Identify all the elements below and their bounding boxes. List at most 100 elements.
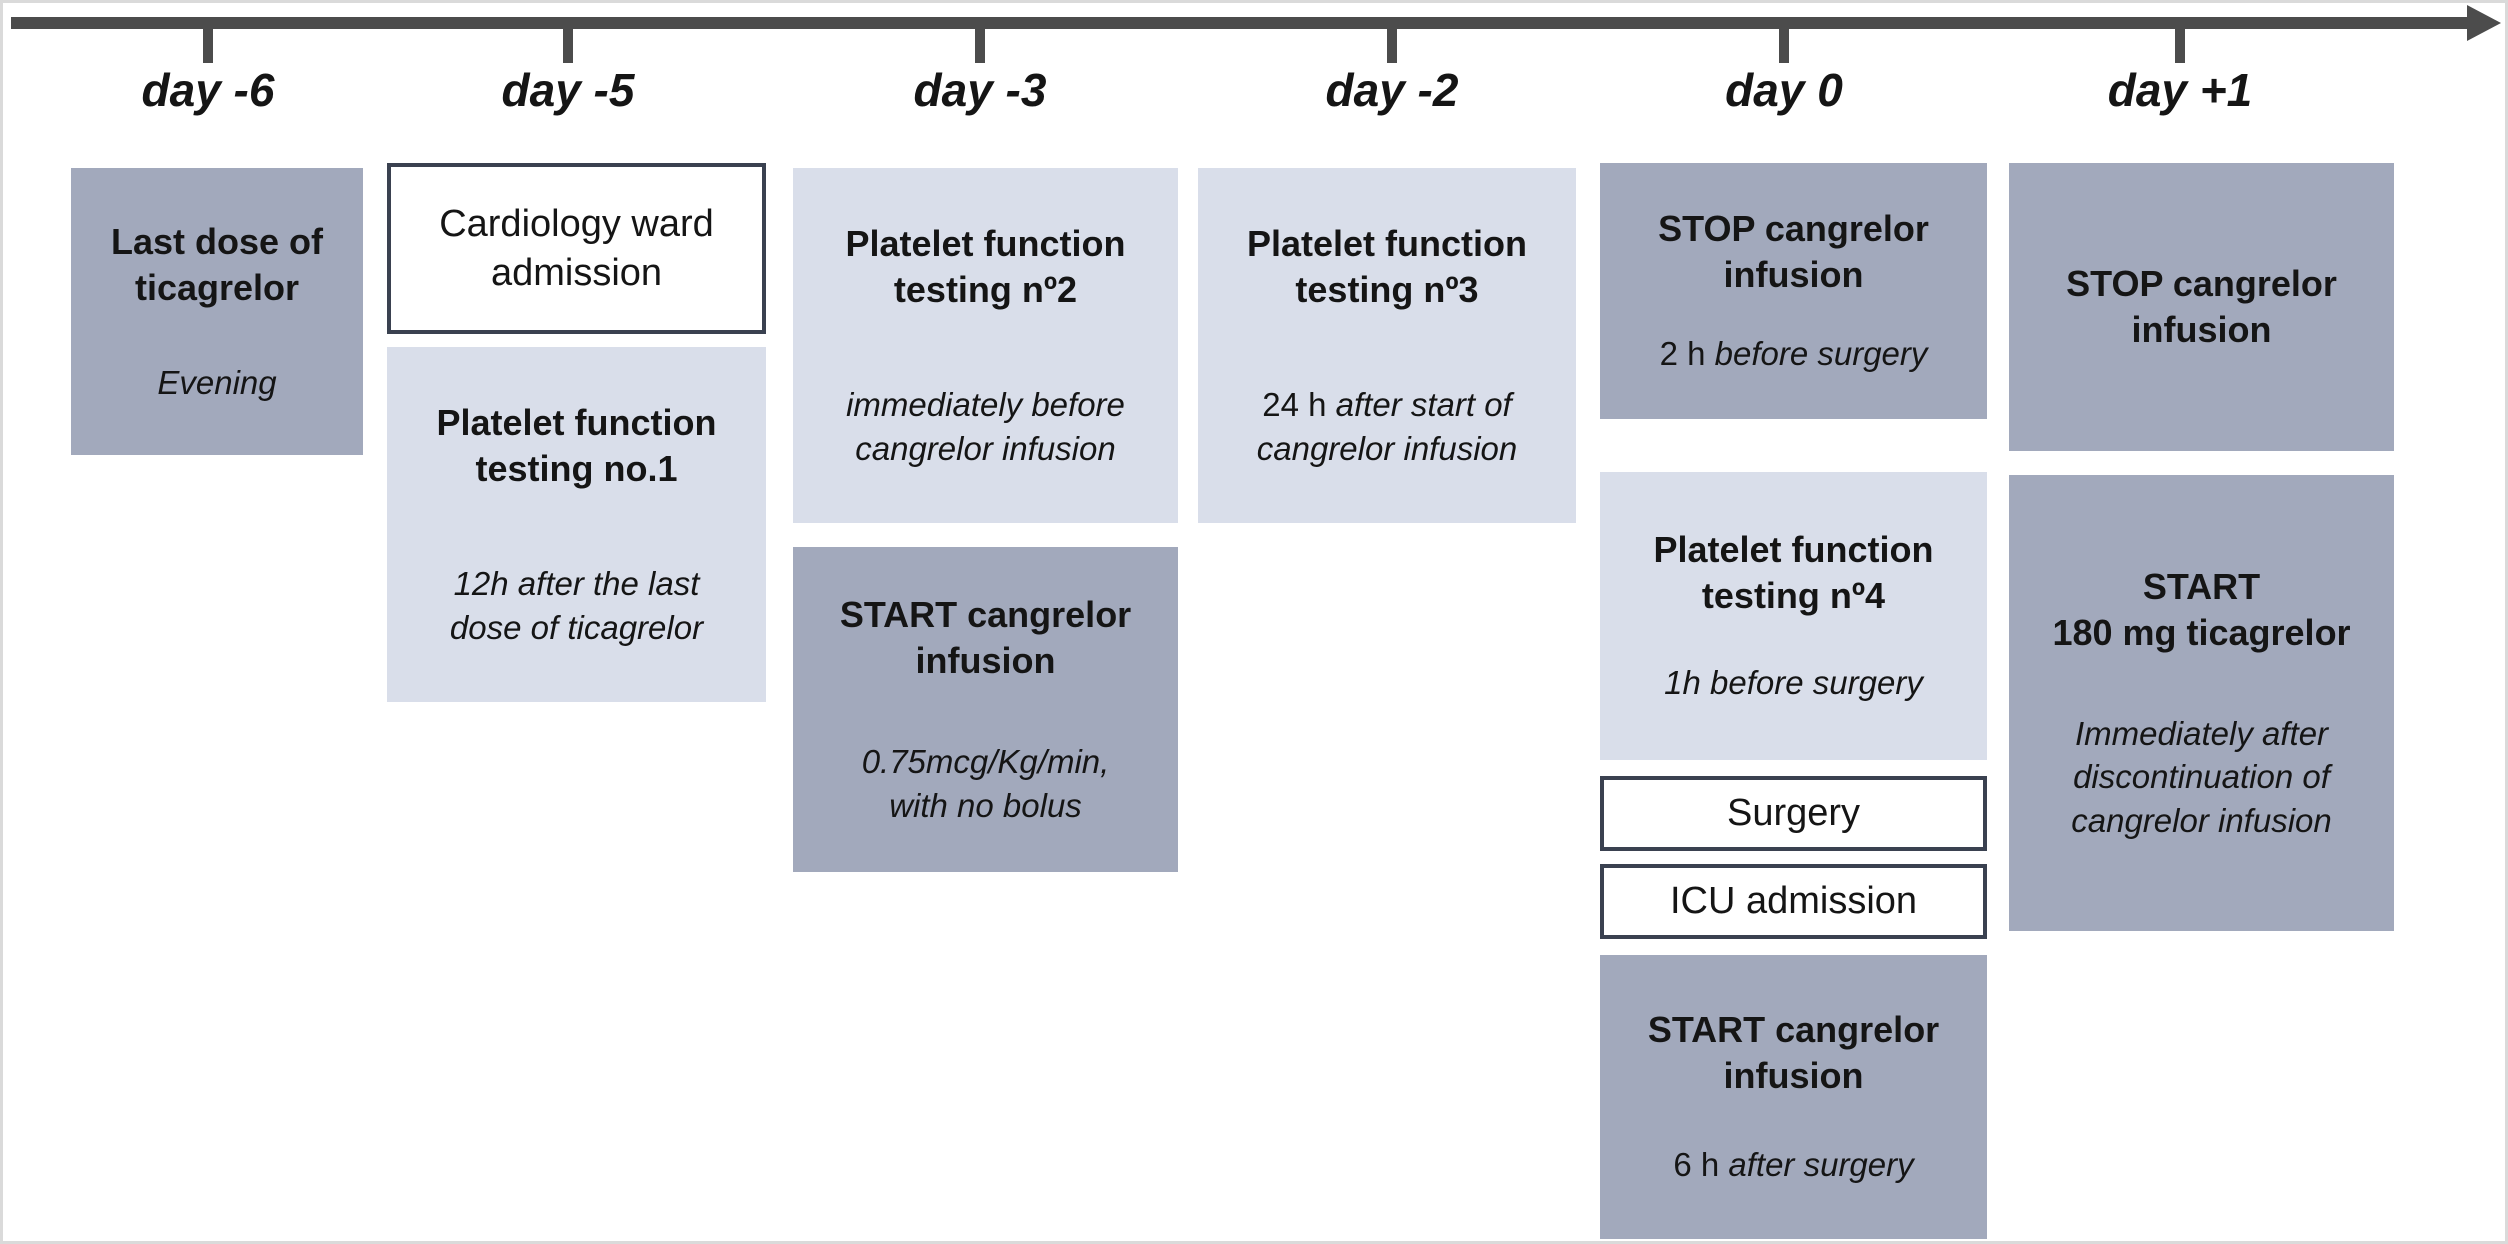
box-title: ICU admission [1670, 877, 1917, 926]
box-title: Last dose of ticagrelor [111, 219, 323, 311]
title-line: Platelet function [845, 222, 1126, 264]
timeline-tick [563, 17, 573, 63]
day-label-zero: day 0 [1725, 64, 1843, 116]
title-line: Platelet function [436, 401, 717, 443]
box-subtitle: 12h after the last dose of ticagrelor [450, 562, 703, 649]
day-label-minus-3: day -3 [913, 64, 1047, 116]
timeline-arrow-line [11, 17, 2471, 29]
timeline-tick [203, 17, 213, 63]
subtitle-line: 2 h before surgery [1660, 332, 1928, 376]
subtitle-line: discontinuation of [2071, 755, 2332, 799]
timeline-tick [1779, 17, 1789, 63]
box-subtitle: Immediately after discontinuation of can… [2071, 712, 2332, 843]
box-title: STOP cangrelor infusion [1658, 206, 1929, 298]
box-platelet-function-testing-no4: Platelet function testing nº4 1h before … [1600, 472, 1987, 760]
subtitle-line: immediately before [846, 383, 1125, 427]
day-label-plus-1: day +1 [2107, 64, 2253, 116]
subtitle-line: 24 h after start of [1257, 383, 1518, 427]
subtitle-italic-text: 12h after the last [453, 565, 700, 603]
title-line: ticagrelor [134, 266, 300, 308]
subtitle-upright-text: 2 h [1659, 335, 1715, 373]
subtitle-italic-text: cangrelor infusion [2071, 801, 2332, 839]
title-line: admission [490, 251, 663, 294]
title-line: Last dose of [110, 220, 324, 262]
subtitle-italic-text: Immediately after [2074, 714, 2329, 752]
box-subtitle: 6 h after surgery [1673, 1143, 1913, 1187]
timeline-tick [2175, 17, 2185, 63]
title-line: 180 mg ticagrelor [2052, 611, 2351, 653]
box-subtitle: 2 h before surgery [1660, 332, 1928, 376]
box-last-dose-of-ticagrelor: Last dose of ticagrelor Evening [71, 168, 363, 455]
box-surgery: Surgery [1600, 776, 1987, 851]
box-title: Platelet function testing nº2 [845, 221, 1125, 313]
box-icu-admission: ICU admission [1600, 864, 1987, 939]
box-title: START 180 mg ticagrelor [2052, 564, 2350, 656]
title-line: testing nº4 [1701, 575, 1886, 617]
subtitle-upright-text: 24 h [1262, 386, 1336, 424]
title-line: testing no.1 [475, 447, 678, 489]
subtitle-line: cangrelor infusion [1257, 427, 1518, 471]
subtitle-italic-text: before surgery [1714, 335, 1928, 373]
title-line: STOP cangrelor [1658, 208, 1929, 250]
title-line: infusion [1723, 1055, 1864, 1097]
timeline-tick [975, 17, 985, 63]
subtitle-line: 12h after the last [450, 562, 703, 606]
subtitle-italic-text: Evening [157, 363, 277, 401]
subtitle-italic-text: 0.75mcg/Kg/min, [861, 743, 1110, 781]
box-subtitle: 1h before surgery [1664, 661, 1923, 705]
box-title: Platelet function testing no.1 [436, 400, 716, 492]
subtitle-line: 1h before surgery [1664, 661, 1923, 705]
box-platelet-function-testing-no1: Platelet function testing no.1 12h after… [387, 347, 766, 702]
box-title: START cangrelor infusion [840, 592, 1131, 684]
title-line: Cardiology ward [439, 202, 714, 245]
title-line: START [2142, 565, 2261, 607]
box-platelet-function-testing-no2: Platelet function testing nº2 immediatel… [793, 168, 1178, 523]
subtitle-line: 6 h after surgery [1673, 1143, 1913, 1187]
subtitle-italic-text: with no bolus [889, 786, 1082, 824]
subtitle-italic-text: immediately before [846, 386, 1125, 424]
title-line: infusion [915, 639, 1056, 681]
title-line: infusion [1723, 254, 1864, 296]
box-stop-cangrelor-infusion-day-0: STOP cangrelor infusion 2 h before surge… [1600, 163, 1987, 419]
subtitle-line: with no bolus [862, 784, 1110, 828]
subtitle-line: cangrelor infusion [2071, 799, 2332, 843]
box-title: STOP cangrelor infusion [2066, 261, 2337, 353]
subtitle-italic-text: cangrelor infusion [855, 429, 1116, 467]
title-line: START cangrelor [839, 593, 1132, 635]
subtitle-line: Evening [157, 361, 276, 405]
box-start-cangrelor-infusion-day-minus-3: START cangrelor infusion 0.75mcg/Kg/min,… [793, 547, 1178, 872]
box-title: Cardiology ward admission [439, 200, 714, 297]
subtitle-italic-text: dose of ticagrelor [449, 608, 704, 646]
title-line: Platelet function [1246, 222, 1528, 264]
subtitle-italic-text: 1h before surgery [1664, 664, 1923, 702]
box-title: Platelet function testing nº4 [1653, 527, 1933, 619]
timeline-arrowhead-icon [2467, 5, 2501, 41]
day-label-minus-5: day -5 [501, 64, 635, 116]
title-line: START cangrelor [1647, 1009, 1940, 1051]
timeline-tick [1387, 17, 1397, 63]
subtitle-italic-text: after start of [1335, 386, 1512, 424]
box-subtitle: Evening [157, 361, 276, 405]
subtitle-line: cangrelor infusion [846, 427, 1125, 471]
box-title: Surgery [1727, 789, 1860, 838]
box-start-cangrelor-infusion-day-0: START cangrelor infusion 6 h after surge… [1600, 955, 1987, 1239]
box-subtitle: 24 h after start of cangrelor infusion [1257, 383, 1518, 470]
day-label-minus-6: day -6 [141, 64, 275, 116]
title-line: ICU admission [1669, 880, 1918, 923]
subtitle-line: 0.75mcg/Kg/min, [862, 740, 1110, 784]
box-platelet-function-testing-no3: Platelet function testing nº3 24 h after… [1198, 168, 1576, 523]
box-title: Platelet function testing nº3 [1247, 221, 1527, 313]
subtitle-italic-text: cangrelor infusion [1256, 429, 1518, 467]
day-label-minus-2: day -2 [1325, 64, 1459, 116]
title-line: infusion [2131, 309, 2272, 350]
box-stop-cangrelor-infusion-day-plus-1: STOP cangrelor infusion [2009, 163, 2394, 451]
title-line: Surgery [1726, 792, 1861, 835]
subtitle-italic-text: discontinuation of [2073, 758, 2330, 796]
box-start-180mg-ticagrelor: START 180 mg ticagrelor Immediately afte… [2009, 475, 2394, 931]
subtitle-line: dose of ticagrelor [450, 606, 703, 650]
subtitle-italic-text: after surgery [1728, 1146, 1914, 1184]
box-subtitle: immediately before cangrelor infusion [846, 383, 1125, 470]
title-line: Platelet function [1653, 529, 1934, 571]
title-line: STOP cangrelor [2066, 262, 2337, 304]
